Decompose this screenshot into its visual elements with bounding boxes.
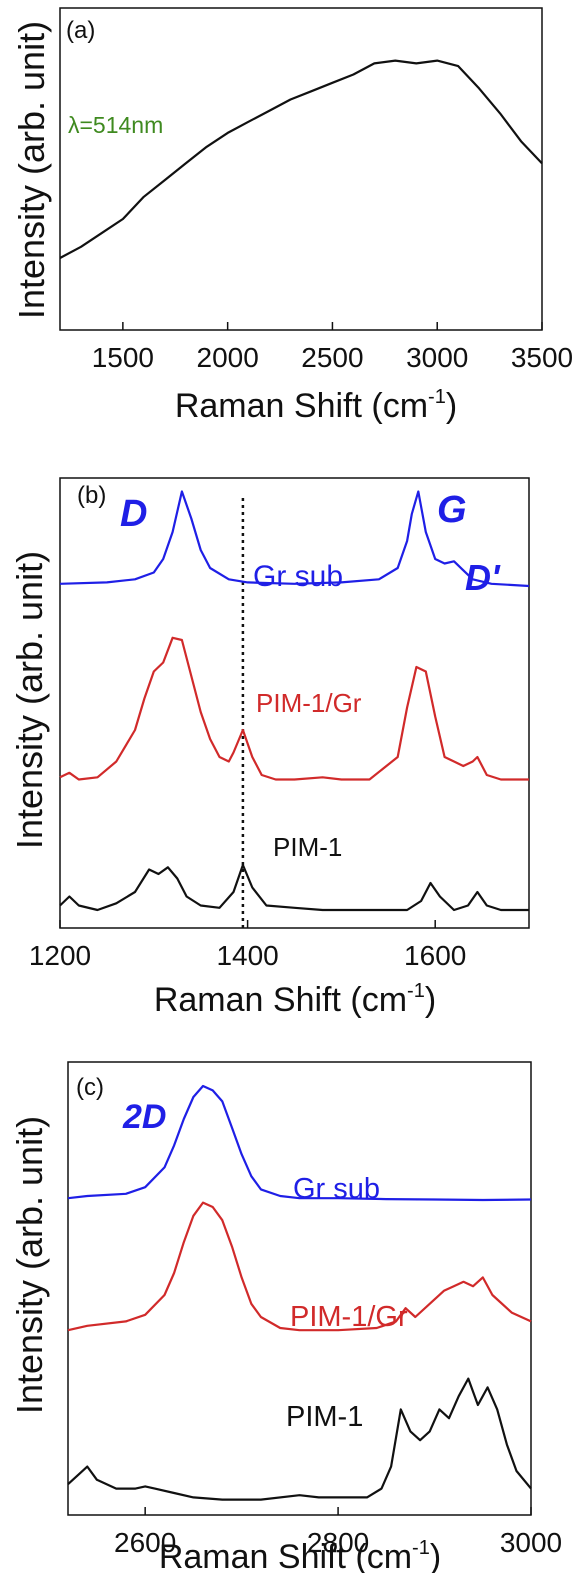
x-ticks-c: 2600 2800 3000: [114, 1507, 562, 1558]
wavelength-annotation: λ=514nm: [68, 112, 163, 138]
x-tick-label: 2600: [114, 1527, 176, 1558]
panel-a: Intensity (arb. unit) 1500 2000 2500 3000 35…: [11, 7, 573, 425]
line-plot-c: [67, 1084, 532, 1501]
x-ticks-a: 1500 2000 2500 3000 3500: [92, 322, 573, 373]
x-axis-label-c: Raman Shift (cm-1): [159, 1537, 441, 1573]
series-line-b-pim-1-gr: [59, 636, 529, 781]
x-ticks-b: 1200 1400 1600: [29, 920, 466, 971]
x-tick-label: 1600: [404, 940, 466, 971]
peak-label-d: D: [120, 493, 147, 535]
x-tick-label: 2800: [307, 1527, 369, 1558]
series-line-a-spectrum: [59, 59, 543, 259]
x-tick-label: 1500: [92, 342, 154, 373]
line-plot-b: [59, 490, 530, 912]
series-label-pim1-gr-c: PIM-1/Gr: [290, 1301, 408, 1333]
series-line-c-pim-1-gr: [67, 1201, 532, 1332]
panel-c: Intensity (arb. unit) 2600 2800 3000 (c) 2…: [9, 1061, 562, 1573]
panel-label-a: (a): [66, 17, 95, 44]
line-plot-a: [59, 59, 543, 259]
x-tick-label: 3500: [511, 342, 573, 373]
series-label-pim1-gr-b: PIM-1/Gr: [256, 688, 362, 718]
series-line-b-gr-sub: [59, 490, 530, 588]
x-tick-label: 1200: [29, 940, 91, 971]
series-line-b-pim-1: [59, 863, 529, 912]
panel-label-c: (c): [76, 1074, 104, 1101]
x-tick-label: 2500: [301, 342, 363, 373]
y-axis-label-c: Intensity (arb. unit): [9, 1116, 50, 1414]
x-axis-label-b: Raman Shift (cm-1): [154, 980, 436, 1019]
series-line-c-pim-1: [67, 1377, 532, 1501]
peak-label-d-prime: D': [465, 557, 501, 598]
series-label-pim1-b: PIM-1: [273, 832, 342, 862]
peak-label-2d: 2D: [122, 1098, 166, 1136]
series-label-gr-sub-b: Gr sub: [253, 560, 343, 593]
panel-label-b: (b): [77, 482, 106, 509]
x-tick-label: 1400: [216, 940, 278, 971]
x-tick-label: 3000: [500, 1527, 562, 1558]
y-axis-label-b: Intensity (arb. unit): [9, 551, 50, 849]
plot-frame-c: [67, 1061, 532, 1516]
plot-frame-a: [59, 7, 543, 331]
x-axis-label-a: Raman Shift (cm-1): [175, 386, 457, 425]
plot-frame-b: [59, 477, 530, 929]
y-axis-label-a: Intensity (arb. unit): [11, 21, 52, 319]
series-label-pim1-c: PIM-1: [286, 1401, 363, 1433]
series-line-c-gr-sub: [67, 1084, 532, 1202]
panel-b: Intensity (arb. unit) 1200 1400 1600 (b) D…: [9, 477, 530, 1019]
series-label-gr-sub-c: Gr sub: [293, 1173, 380, 1205]
x-tick-label: 3000: [406, 342, 468, 373]
x-tick-label: 2000: [197, 342, 259, 373]
peak-label-g: G: [437, 489, 467, 531]
